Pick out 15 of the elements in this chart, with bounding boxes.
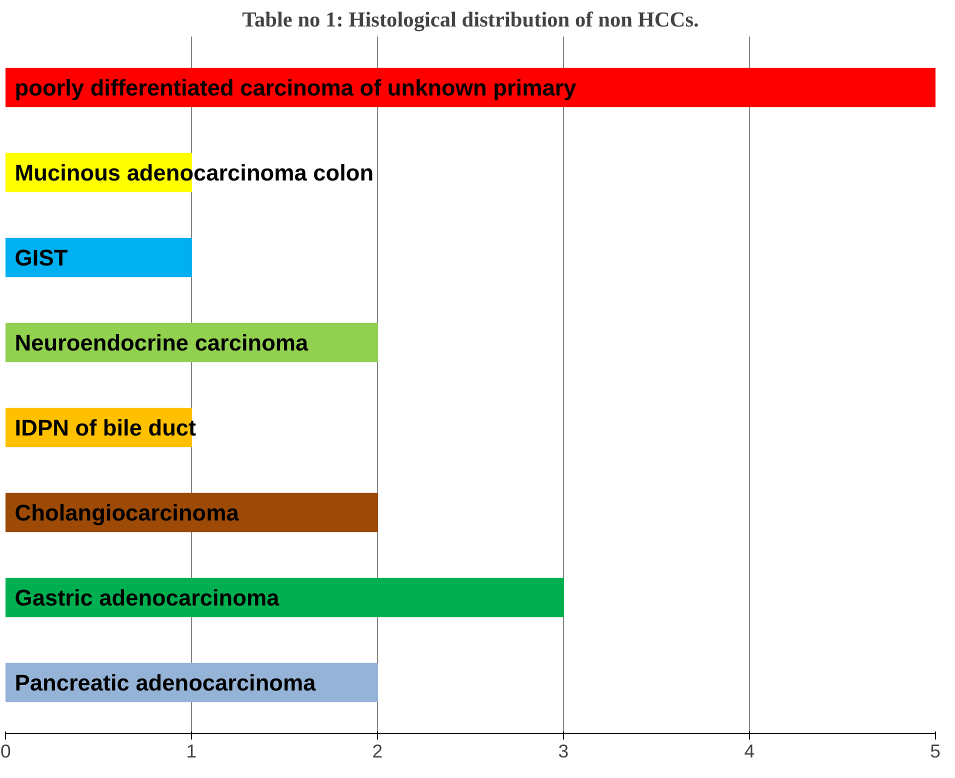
x-tick-label: 1 — [186, 740, 197, 762]
x-tick-label: 3 — [558, 740, 569, 762]
y-tick-label: Cholangiocarcinoma — [14, 500, 240, 526]
y-tick-label: Gastric adenocarcinoma — [14, 584, 280, 610]
x-tick-label: 2 — [372, 740, 383, 762]
chart-title: Table no 1: Histological distribution of non HCCs. — [242, 8, 699, 32]
y-tick-label: Pancreatic adenocarcinoma — [14, 670, 316, 696]
x-tick-label: 0 — [0, 740, 11, 762]
y-tick-label: GIST — [14, 244, 68, 270]
x-tick-label: 5 — [930, 740, 941, 762]
y-tick-label: poorly differentiated carcinoma of unknown primary — [14, 74, 577, 100]
bar — [6, 238, 192, 278]
x-tick-label: 4 — [744, 740, 755, 762]
bar — [6, 578, 564, 618]
y-tick-label: Neuroendocrine carcinoma — [14, 330, 309, 356]
